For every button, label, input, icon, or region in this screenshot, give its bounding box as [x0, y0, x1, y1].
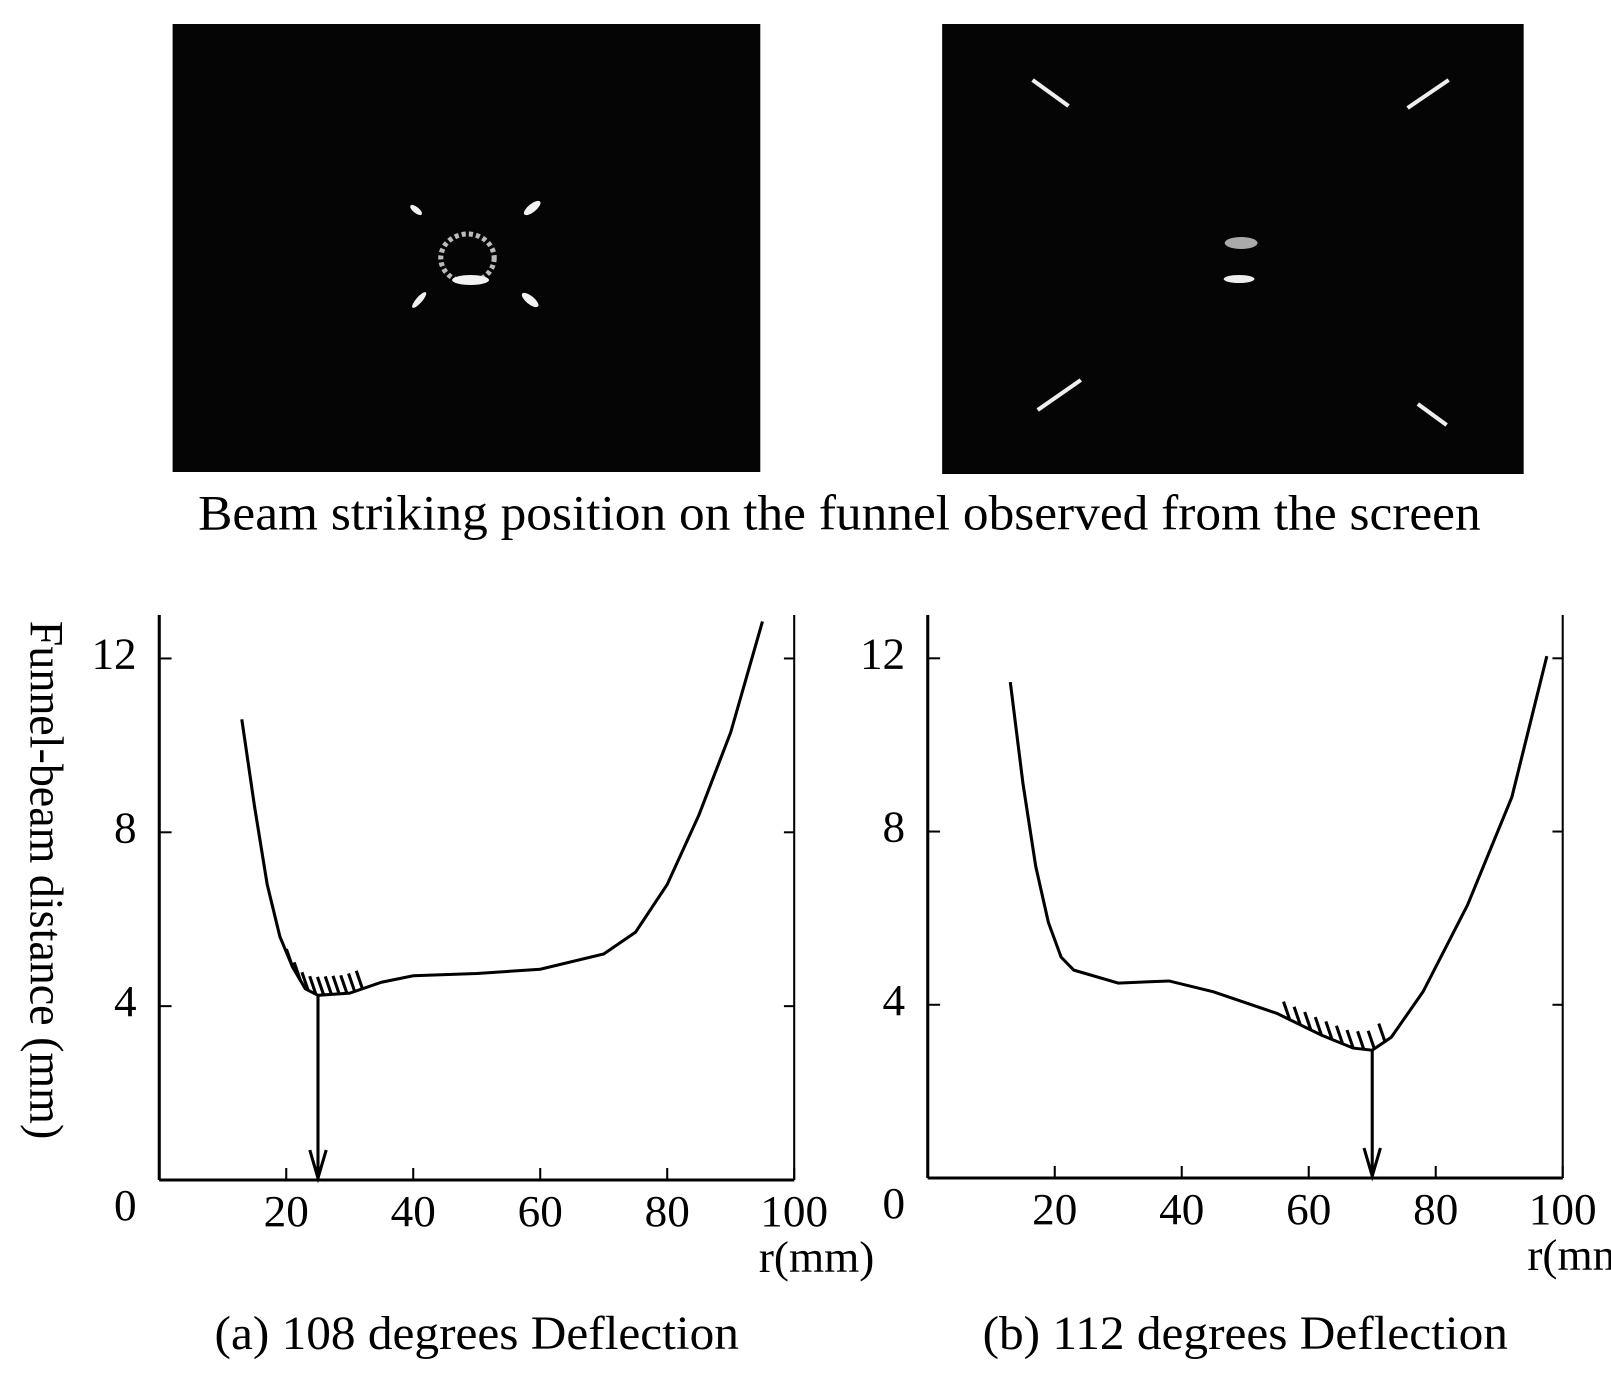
hatch-stroke — [347, 972, 357, 992]
hatching — [1282, 1001, 1387, 1050]
hatch-stroke — [323, 975, 333, 995]
y-tick-label: 8 — [114, 803, 137, 852]
x-tick-label: 100 — [760, 1187, 828, 1236]
photo-112 — [942, 24, 1524, 474]
hatch-stroke — [308, 975, 318, 995]
hatch-stroke — [354, 970, 364, 990]
x-tick-label: 60 — [1286, 1185, 1331, 1234]
y-axis-label: Funnel-beam distance (mm) — [19, 621, 72, 1140]
x-tick-label: 40 — [391, 1187, 436, 1236]
hatch-stroke — [300, 971, 310, 991]
x-tick-label: 80 — [1413, 1185, 1458, 1234]
hatch-stroke — [292, 961, 302, 981]
hatch-stroke — [1366, 1030, 1376, 1050]
x-tick-label: 60 — [518, 1187, 563, 1236]
min-arrow — [308, 995, 328, 1184]
chart-title: (b) 112 degrees Deflection — [983, 1307, 1508, 1360]
y-tick-label: 0 — [883, 1179, 906, 1228]
hatch-stroke — [284, 948, 295, 968]
x-tick-label: 100 — [1529, 1185, 1597, 1234]
chart-title: (a) 108 degrees Deflection — [215, 1307, 739, 1360]
hatch-stroke — [1282, 1001, 1292, 1021]
x-tick-label: 80 — [645, 1187, 690, 1236]
hatch-stroke — [1324, 1020, 1334, 1040]
hatch-stroke — [1356, 1030, 1366, 1050]
y-tick-label: 12 — [91, 629, 136, 678]
y-tick-label: 4 — [114, 977, 137, 1026]
x-axis-label: r(mm) — [1527, 1231, 1611, 1280]
beam-spots-108 — [410, 200, 541, 308]
x-tick-label: 20 — [264, 1187, 309, 1236]
y-tick-label: 4 — [883, 975, 906, 1024]
x-axis-label: r(mm) — [759, 1233, 874, 1282]
data-line — [240, 621, 764, 997]
hatching — [284, 948, 364, 996]
x-tick-label: 20 — [1032, 1185, 1077, 1234]
beam-spots-112 — [1031, 78, 1450, 427]
y-tick-label: 0 — [114, 1181, 137, 1230]
hatch-stroke — [316, 976, 326, 996]
hatch-stroke — [1334, 1025, 1345, 1045]
hatch-stroke — [1303, 1011, 1313, 1031]
y-tick-label: 12 — [860, 629, 905, 678]
hatch-stroke — [1345, 1029, 1355, 1049]
min-arrow — [1362, 1050, 1382, 1182]
hatch-stroke — [339, 974, 349, 994]
y-tick-label: 8 — [883, 802, 906, 851]
hatch-stroke — [1313, 1016, 1323, 1036]
photo-108 — [172, 24, 761, 472]
hatch-stroke — [1292, 1006, 1302, 1026]
hatch-stroke — [331, 975, 341, 995]
x-tick-label: 40 — [1159, 1185, 1204, 1234]
figure-caption: Beam striking position on the funnel obs… — [198, 485, 1480, 540]
hatch-stroke — [1377, 1023, 1387, 1043]
data-line — [1008, 655, 1549, 1052]
